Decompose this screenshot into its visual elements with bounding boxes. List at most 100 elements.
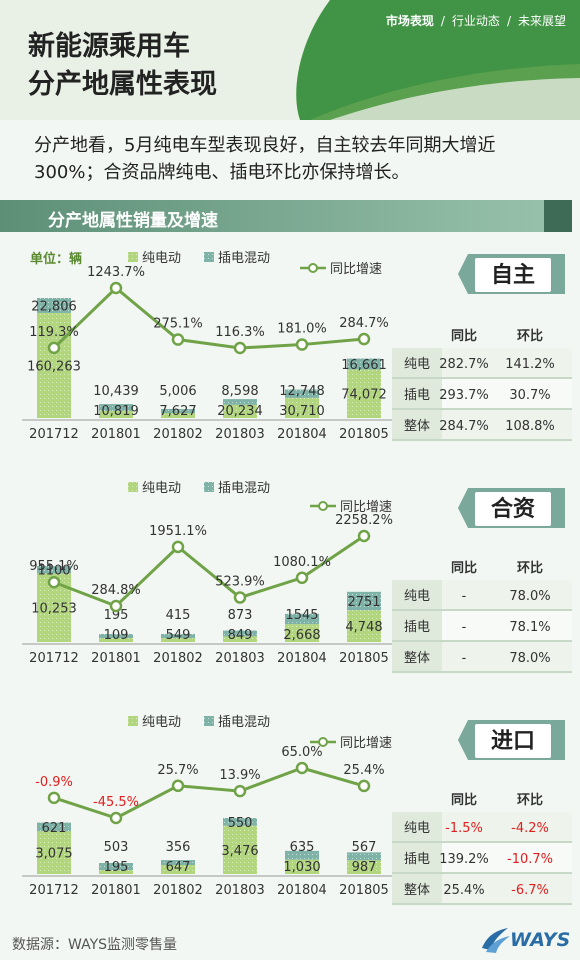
- growth-point: [357, 332, 371, 346]
- table-header-yoy: 同比: [451, 560, 477, 576]
- legend-phev-label: 插电混动: [218, 481, 270, 496]
- nav-item-market[interactable]: 市场表现: [385, 14, 434, 28]
- legend-phev-label: 插电混动: [218, 251, 270, 266]
- table-header-yoy: 同比: [451, 328, 477, 344]
- data-label-phev: 356: [166, 840, 191, 855]
- nav-item-future[interactable]: 未来展望: [517, 14, 566, 28]
- table-row-label: 整体: [404, 419, 430, 434]
- bar-phev: [223, 630, 257, 637]
- data-label-bev: 647: [166, 860, 191, 875]
- data-label-bev: 195: [104, 860, 129, 875]
- bar-bev: [347, 369, 381, 418]
- data-label-phev: 5,006: [159, 384, 196, 399]
- bar-bev: [99, 870, 133, 874]
- growth-point: [295, 761, 309, 775]
- table-row-label-bg: [392, 812, 442, 841]
- bar-phev: [347, 852, 381, 861]
- table-header-mom: 环比: [517, 792, 543, 808]
- growth-label: 523.9%: [215, 575, 265, 590]
- x-tick-label: 201712: [29, 427, 79, 442]
- x-tick-label: 201801: [91, 427, 141, 442]
- category-name: 合资: [491, 496, 535, 522]
- x-tick-label: 201805: [339, 651, 389, 666]
- data-label-phev: 2751: [347, 595, 380, 610]
- growth-label: 2258.2%: [335, 513, 393, 528]
- x-tick-label: 201804: [277, 427, 327, 442]
- data-label-phev: 415: [166, 608, 191, 623]
- bar-phev: [285, 613, 319, 625]
- table-row-label: 纯电: [404, 589, 430, 604]
- data-source: 数据源：WAYS监测零售量: [12, 937, 178, 953]
- x-tick-label: 201802: [153, 651, 203, 666]
- x-tick-label: 201804: [277, 883, 327, 898]
- data-label-bev: 74,072: [341, 388, 387, 403]
- bar-bev: [223, 636, 257, 642]
- category-tab-box: [475, 492, 551, 526]
- section-corner: [544, 200, 572, 232]
- table-cell-mom: 78.0%: [509, 651, 550, 666]
- legend-growth-label: 同比增速: [340, 500, 392, 515]
- growth-line: [52, 285, 365, 350]
- data-label-bev: 3,075: [35, 847, 72, 862]
- category-tab-box: [475, 258, 551, 292]
- data-label-bev: 1,030: [283, 860, 320, 875]
- bar-bev: [161, 865, 195, 874]
- bar-phev: [37, 822, 71, 832]
- legend-phev-swatch: [204, 252, 214, 262]
- growth-label: 1951.1%: [149, 524, 207, 539]
- nav-item-industry[interactable]: 行业动态: [451, 14, 500, 28]
- x-tick-label: 201805: [339, 427, 389, 442]
- ways-logo-icon: [482, 928, 510, 953]
- growth-point: [171, 779, 185, 793]
- table-row-bg: [442, 642, 572, 671]
- bar-phev: [99, 404, 133, 411]
- x-tick-label: 201802: [153, 883, 203, 898]
- table-cell-mom: 141.2%: [505, 357, 555, 372]
- table-cell-mom: 108.8%: [505, 419, 555, 434]
- data-label-phev: 12,748: [279, 384, 325, 399]
- growth-point: [295, 338, 309, 351]
- table-cell-yoy: -: [462, 589, 467, 604]
- bar-bev: [347, 860, 381, 874]
- growth-point: [295, 571, 309, 585]
- table-row-label: 整体: [404, 651, 430, 666]
- data-label-phev: 22,806: [31, 299, 77, 314]
- section-banner: 分产地属性销量及增速: [0, 200, 572, 232]
- data-label-bev: 160,263: [27, 359, 81, 374]
- table-row-label: 整体: [404, 883, 430, 898]
- table-row-bg: [442, 874, 572, 903]
- data-label-phev: 503: [104, 840, 129, 855]
- growth-point: [171, 333, 185, 346]
- table-row-bg: [442, 410, 572, 439]
- legend-bev-swatch: [128, 482, 138, 492]
- growth-point: [109, 281, 123, 295]
- category-name: 进口: [491, 729, 535, 754]
- table-cell-yoy: -: [462, 620, 467, 635]
- bar-phev: [99, 863, 133, 870]
- table-row-label-bg: [392, 348, 442, 377]
- growth-label: 1080.1%: [273, 555, 331, 570]
- table-row-bg: [442, 379, 572, 408]
- growth-label: 955.1%: [29, 559, 79, 574]
- growth-label: 181.0%: [277, 322, 327, 337]
- legend-bev-label: 纯电动: [142, 251, 181, 266]
- bar-bev: [37, 831, 71, 874]
- data-label-phev: 10,439: [93, 384, 139, 399]
- table-row-bg: [442, 843, 572, 872]
- data-label-phev: 1545: [285, 608, 318, 623]
- legend-phev-label: 插电混动: [218, 715, 270, 730]
- data-label-phev: 635: [290, 840, 315, 855]
- x-tick-label: 201804: [277, 651, 327, 666]
- unit-label: 单位：辆: [30, 251, 82, 267]
- data-label-bev: 849: [228, 628, 253, 643]
- legend-growth-marker: [308, 263, 318, 273]
- data-label-bev: 30,710: [279, 404, 325, 419]
- data-label-bev: 20,234: [217, 404, 263, 419]
- table-row-bg: [442, 611, 572, 640]
- x-tick-label: 201712: [29, 883, 79, 898]
- table-header-yoy: 同比: [451, 792, 477, 808]
- x-tick-label: 201805: [339, 883, 389, 898]
- legend-bev-label: 纯电动: [142, 715, 181, 730]
- bar-phev: [285, 389, 319, 398]
- table-row-label-bg: [392, 874, 442, 903]
